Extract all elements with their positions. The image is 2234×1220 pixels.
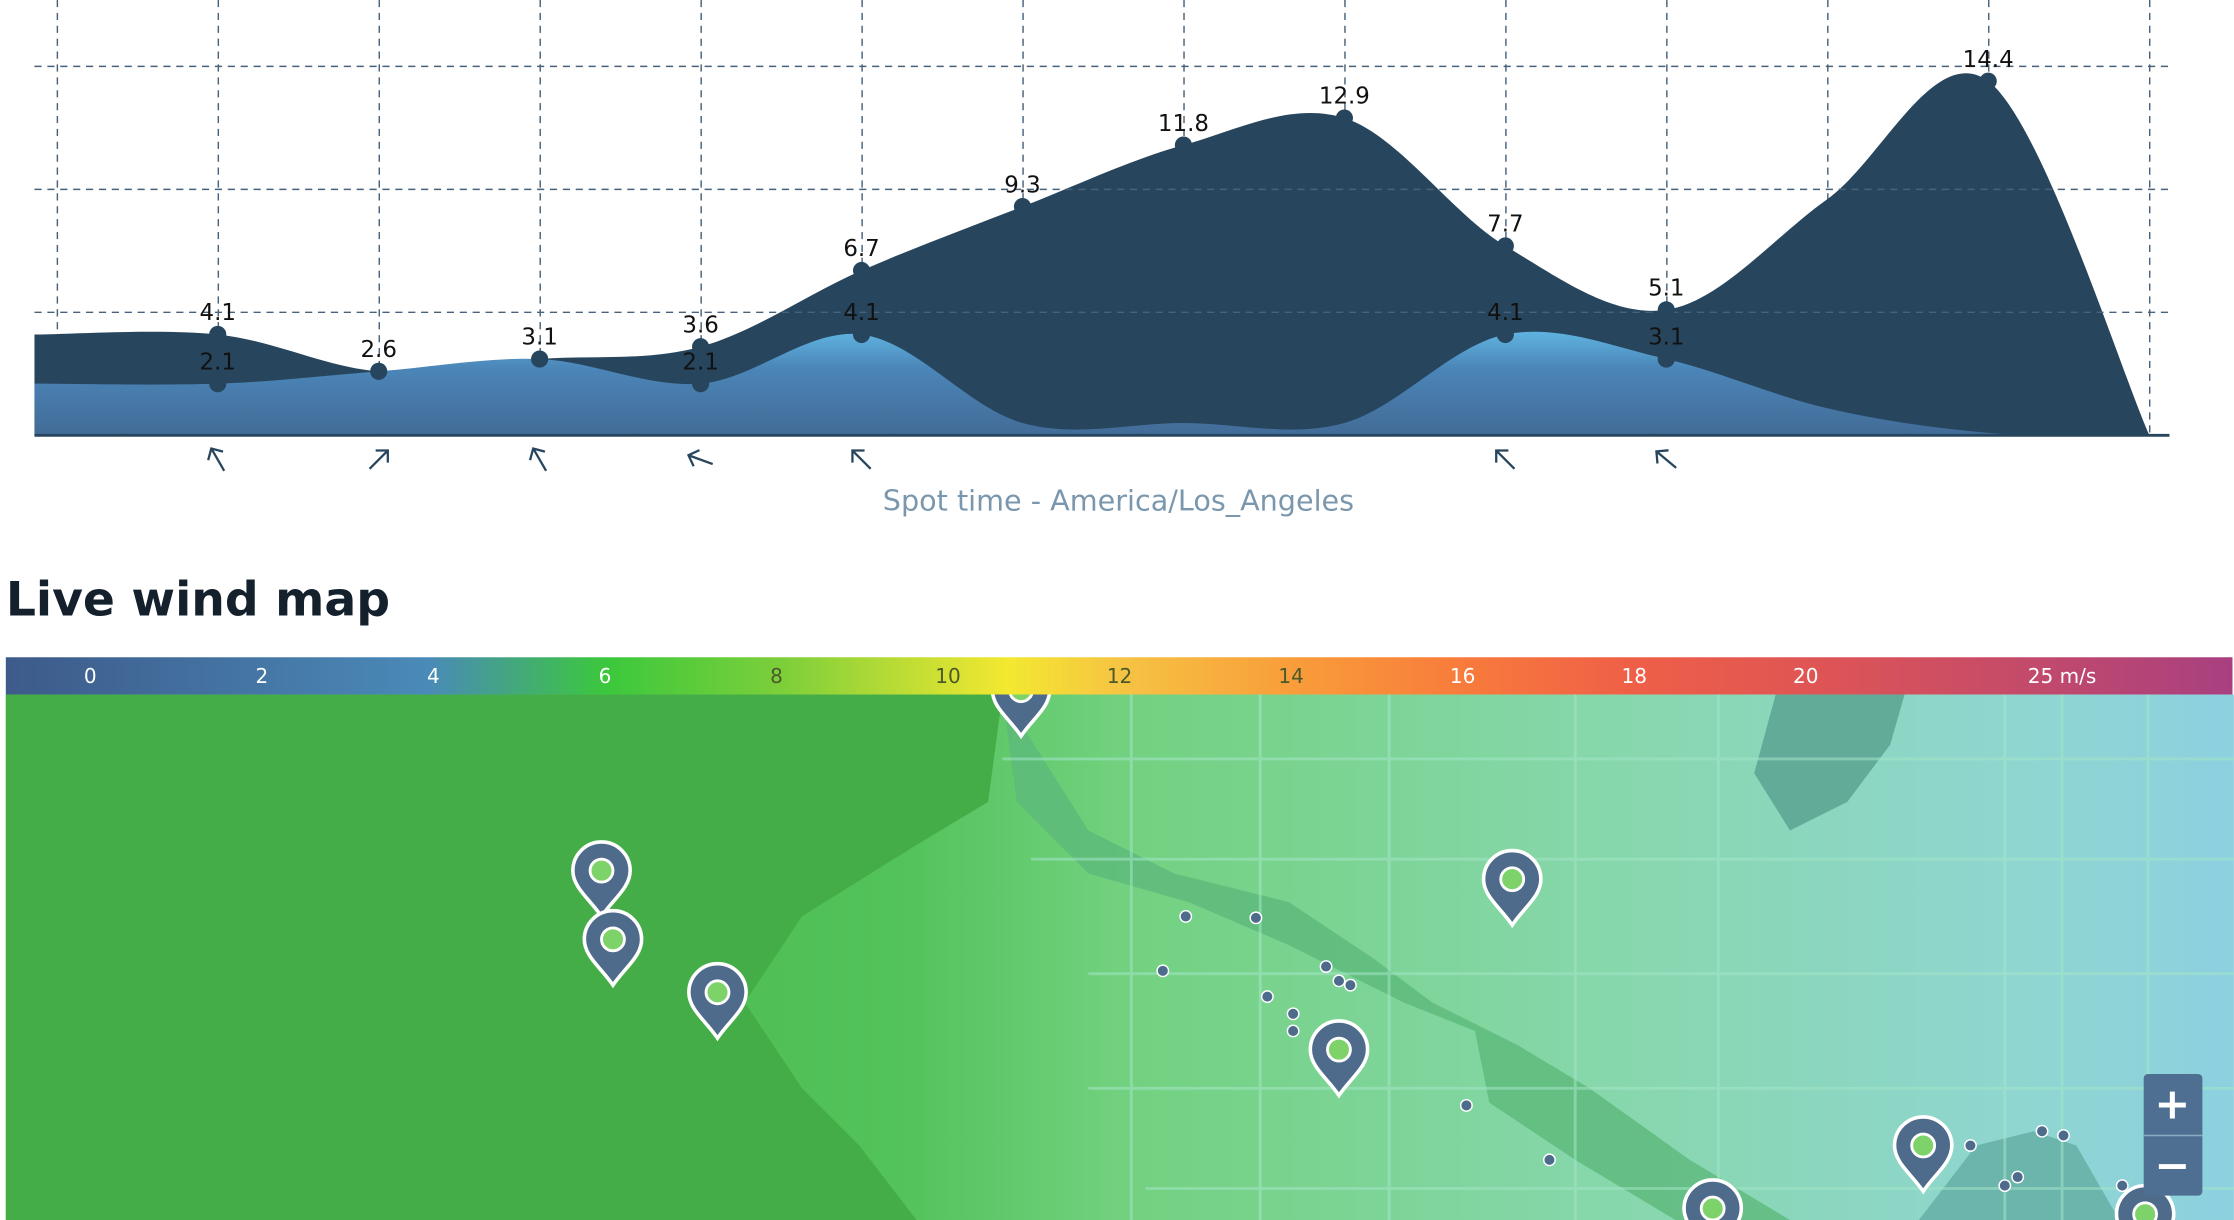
point [692,375,710,393]
map-pin-dot [2132,1201,2159,1220]
direction-arrow [528,447,548,472]
map-station [2035,1124,2049,1138]
map-station [1286,1024,1300,1038]
legend-label: 14 [1278,664,1304,688]
point [692,338,710,356]
point [209,325,227,344]
map-station [1343,978,1357,992]
roads [1002,694,2234,1220]
value-label: 4.1 [200,300,236,326]
point [1496,325,1514,344]
map-station [2057,1129,2070,1142]
map-pin-dot [1326,1036,1352,1063]
point [1657,350,1675,368]
map-pin-dot [1910,1132,1937,1159]
value-label: 4.1 [1487,300,1523,326]
map-station [1542,1153,1556,1167]
area-1 [34,331,2174,436]
color-legend [5,657,2233,695]
legend-label: 2 [255,664,268,688]
direction-arrow [686,449,714,467]
direction-arrow [1655,449,1677,469]
map-station [1319,960,1333,973]
map[interactable]: + − [5,659,2234,1220]
zoom-in[interactable]: + [2154,1079,2190,1129]
legend-label: 12 [1107,664,1133,688]
value-label: 6.7 [843,236,879,262]
value-label: 5.1 [1648,276,1684,302]
lake [1754,694,1905,831]
value-label: 12.9 [1319,84,1370,110]
map-station [1156,964,1170,978]
value-label: 4.1 [843,300,879,326]
point [531,350,549,368]
map-pin-dot [1499,866,1526,893]
legend-label: 10 [935,664,960,688]
map-station [2115,1179,2129,1193]
section-title: Live wind map [6,573,390,628]
zoom-control[interactable] [2143,1073,2203,1196]
value-label: 2.1 [200,349,236,375]
legend-label: 6 [599,664,612,688]
map-station [2011,1170,2025,1184]
value-label: 3.6 [682,312,718,338]
map-pin-dot [704,979,731,1006]
point [852,261,871,280]
direction-arrow [368,449,389,470]
value-label: 14.4 [1963,47,2014,73]
map-station [1332,974,1346,988]
map-pin-dot [588,857,615,884]
water [5,694,1003,1220]
point [209,375,227,393]
point [1496,237,1514,255]
point [370,362,388,380]
forecast-chart: 4.1 2.6 3.1 3.6 6.7 9.3 11.8 12.9 7.7 5.1 14.4 2.1 2… [34,0,2174,472]
legend-label: 20 [1793,664,1819,688]
value-label: 7.7 [1487,212,1523,238]
legend-label: 18 [1621,664,1647,688]
map-pin-dot [600,926,626,953]
point [852,325,871,344]
map-station [1249,911,1263,925]
legend-label: 25 m/s [2028,664,2097,688]
map-station [1286,1007,1300,1021]
zoom-out[interactable]: − [2154,1141,2190,1191]
area-0 [34,73,2174,436]
legend-label: 8 [770,664,783,688]
map-station [1998,1179,2012,1193]
point [1979,72,1997,90]
point [1657,301,1675,319]
point [1174,136,1193,154]
legend-label: 16 [1450,664,1476,688]
map-station [1179,909,1193,923]
value-label: 2.6 [360,337,396,363]
legend-labels: 0 2 4 6 8 10 12 14 16 18 20 25 m/s [84,664,2096,688]
value-label: 11.8 [1158,111,1209,137]
map-station [1963,1139,1977,1152]
direction-arrow [1495,449,1516,470]
value-label: 3.1 [521,325,557,351]
legend-label: 4 [427,664,440,688]
value-label: 2.1 [682,349,718,375]
map-station [1459,1099,1473,1112]
value-label: 9.3 [1004,172,1040,198]
map-pin-dot [1699,1195,1726,1220]
legend-label: 0 [84,664,97,688]
direction-arrow [207,447,226,472]
value-label: 3.1 [1648,325,1684,351]
markers [571,659,2176,1220]
direction-arrow [851,449,872,470]
point [1335,109,1353,127]
point [1013,197,1032,216]
map-station [1260,990,1274,1004]
x-axis-label: Spot time - America/Los_Angeles [883,484,1354,518]
